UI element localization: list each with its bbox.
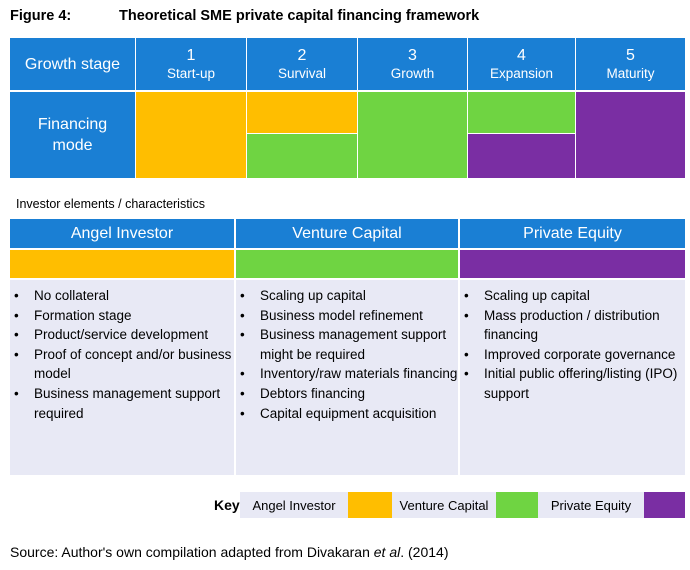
investor-color-pe bbox=[460, 250, 685, 278]
list-item: Proof of concept and/or business model bbox=[10, 345, 234, 384]
source-note: Source: Author's own compilation adapted… bbox=[10, 544, 449, 560]
investor-table: Angel Investor Venture Capital Private E… bbox=[10, 219, 685, 475]
list-item: Capital equipment acquisition bbox=[236, 404, 458, 424]
list-item: Product/service development bbox=[10, 325, 234, 345]
stage-number: 3 bbox=[408, 46, 417, 64]
stage-header-5: 5 Maturity bbox=[576, 38, 685, 90]
stage-number: 1 bbox=[186, 46, 196, 64]
key-label-pe: Private Equity bbox=[538, 492, 644, 518]
investor-header-vc: Venture Capital bbox=[236, 219, 458, 248]
stage-header-1: 1 Start-up bbox=[136, 38, 246, 90]
list-item: Initial public offering/listing (IPO) su… bbox=[460, 364, 685, 403]
list-item: Improved corporate governance bbox=[460, 345, 685, 365]
characteristics-list: Scaling up capital Business model refine… bbox=[236, 286, 458, 423]
key-label-vc: Venture Capital bbox=[392, 492, 496, 518]
mode-survival-venture-capital bbox=[247, 134, 357, 178]
investor-characteristics-pe: Scaling up capital Mass production / dis… bbox=[460, 280, 685, 475]
financing-mode-label-line1: Financing bbox=[37, 116, 108, 133]
investor-characteristics-vc: Scaling up capital Business model refine… bbox=[236, 280, 458, 475]
growth-stage-header: Growth stage bbox=[10, 38, 135, 90]
list-item: Formation stage bbox=[10, 306, 234, 326]
key-swatch-vc bbox=[496, 492, 538, 518]
mode-survival-angel-investor bbox=[247, 92, 357, 133]
list-item: Business management support required bbox=[10, 384, 234, 423]
investor-color-angel bbox=[10, 250, 234, 278]
stage-header-4: 4 Expansion bbox=[468, 38, 575, 90]
stage-number: 4 bbox=[517, 46, 526, 64]
mode-growth-venture-capital bbox=[358, 92, 467, 178]
list-item: Scaling up capital bbox=[236, 286, 458, 306]
list-item: Scaling up capital bbox=[460, 286, 685, 306]
growth-stage-label: Growth stage bbox=[24, 55, 121, 73]
financing-mode-header: Financing mode bbox=[10, 92, 135, 178]
key-title: Key bbox=[214, 497, 240, 513]
mode-expansion-private-equity bbox=[468, 134, 575, 178]
key-label-angel: Angel Investor bbox=[240, 492, 348, 518]
characteristics-list: Scaling up capital Mass production / dis… bbox=[460, 286, 685, 404]
investor-header-angel: Angel Investor bbox=[10, 219, 234, 248]
investor-name: Private Equity bbox=[523, 224, 622, 242]
investor-header-pe: Private Equity bbox=[460, 219, 685, 248]
stage-name: Maturity bbox=[606, 65, 655, 81]
list-item: No collateral bbox=[10, 286, 234, 306]
list-item: Business model refinement bbox=[236, 306, 458, 326]
stage-name: Growth bbox=[390, 65, 435, 81]
mode-maturity-private-equity bbox=[576, 92, 685, 178]
characteristics-list: No collateral Formation stage Product/se… bbox=[10, 286, 234, 423]
stage-name: Start-up bbox=[166, 65, 216, 81]
investor-name: Venture Capital bbox=[292, 224, 402, 242]
investor-color-vc bbox=[236, 250, 458, 278]
stage-header-2: 2 Survival bbox=[247, 38, 357, 90]
stage-name: Expansion bbox=[489, 65, 554, 81]
mode-start-up-angel-investor bbox=[136, 92, 246, 178]
key-swatch-pe bbox=[644, 492, 685, 518]
stage-name: Survival bbox=[277, 65, 326, 81]
framework-grid: Growth stage 1 Start-up 2 Survival 3 Gro… bbox=[10, 38, 685, 178]
stage-header-3: 3 Growth bbox=[358, 38, 467, 90]
list-item: Debtors financing bbox=[236, 384, 458, 404]
list-item: Inventory/raw materials financing bbox=[236, 364, 458, 384]
key-swatch-angel bbox=[348, 492, 392, 518]
list-item: Mass production / distribution financing bbox=[460, 306, 685, 345]
investor-characteristics-angel: No collateral Formation stage Product/se… bbox=[10, 280, 234, 475]
investor-section-label: Investor elements / characteristics bbox=[16, 197, 205, 211]
stage-number: 5 bbox=[626, 46, 635, 64]
figure-label: Figure 4: bbox=[10, 8, 72, 24]
mode-expansion-venture-capital bbox=[468, 92, 575, 133]
stage-number: 2 bbox=[297, 46, 307, 64]
financing-mode-label-line2: mode bbox=[52, 137, 93, 154]
figure-title: Theoretical SME private capital financin… bbox=[119, 8, 480, 24]
list-item: Business management support might be req… bbox=[236, 325, 458, 364]
investor-name: Angel Investor bbox=[70, 224, 174, 242]
